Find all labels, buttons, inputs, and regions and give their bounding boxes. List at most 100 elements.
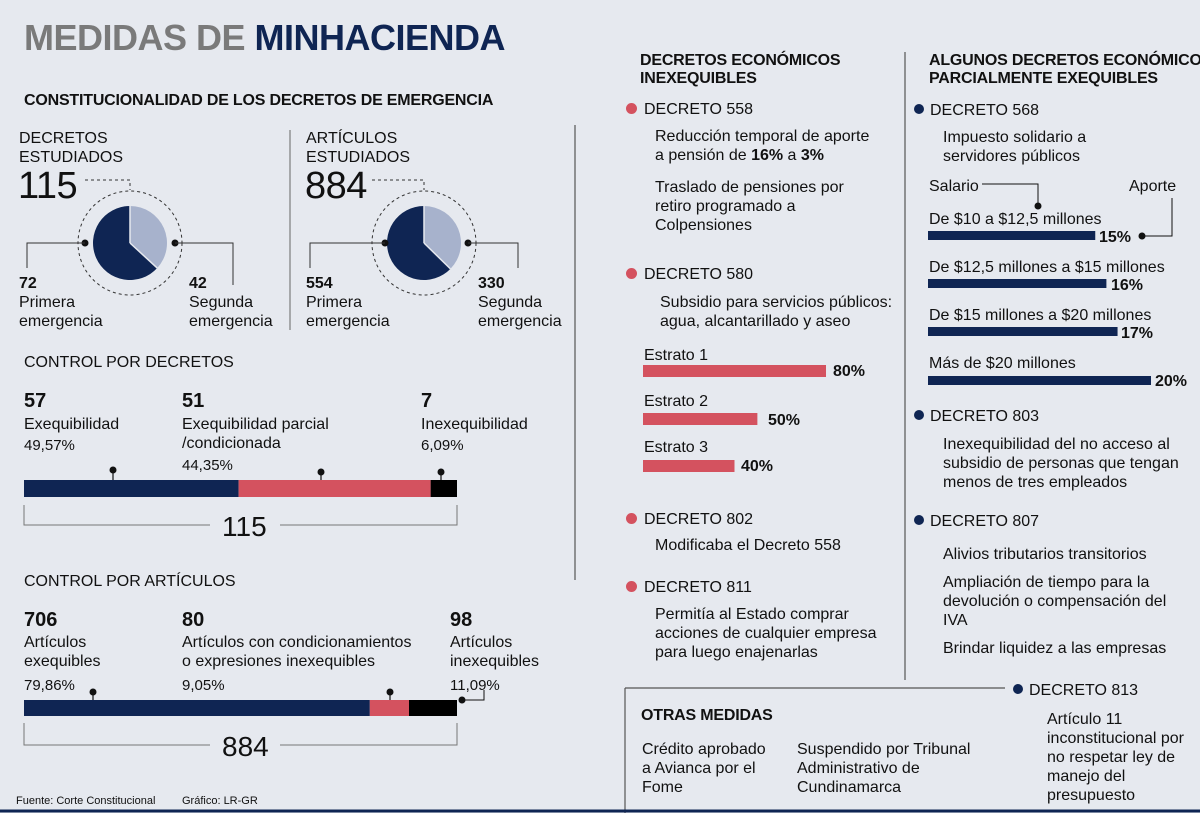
d558-t1-line2: a pensión de 16% a 3% bbox=[655, 146, 824, 165]
control-decretos-heading: CONTROL POR DECRETOS bbox=[24, 354, 234, 371]
d811-t2: acciones de cualquier empresa bbox=[655, 625, 877, 642]
control-articulos-heading: CONTROL POR ARTÍCULOS bbox=[24, 573, 236, 590]
decreto-811: DECRETO 811 bbox=[626, 578, 752, 597]
decreto-580-name: DECRETO 580 bbox=[644, 266, 754, 283]
salario-row-1-pct: 16% bbox=[1111, 277, 1144, 294]
cd-seg1-l1: Exequibilidad parcial bbox=[182, 416, 329, 433]
estrato-2-pct: 40% bbox=[741, 458, 774, 475]
d807-t3: devolución o compensación del bbox=[943, 593, 1167, 610]
d813-t5: presupuesto bbox=[1047, 787, 1136, 804]
salario-row-2-label: De $15 millones a $20 millones bbox=[929, 307, 1152, 324]
parciales-heading-1: ALGUNOS DECRETOS ECONÓMICOS bbox=[929, 52, 1200, 69]
stack-segment-exequible bbox=[24, 480, 239, 497]
ca-seg0-value: 706 bbox=[24, 609, 58, 631]
navy-dot-icon bbox=[1013, 684, 1023, 694]
d813-t2: inconstitucional por bbox=[1047, 730, 1184, 747]
stack-segment-parcial bbox=[238, 480, 431, 497]
salario-bar-1 bbox=[928, 279, 1107, 288]
d807-t1: Alivios tributarios transitorios bbox=[943, 546, 1147, 563]
pie-divider bbox=[129, 242, 158, 269]
ca-seg1-value: 80 bbox=[182, 609, 205, 631]
navy-dot-icon bbox=[914, 515, 924, 525]
pie-decretos bbox=[92, 206, 167, 280]
decreto-558: DECRETO 558 bbox=[626, 100, 753, 119]
articulos-right-value: 330 bbox=[478, 275, 505, 292]
decreto-803: DECRETO 803 bbox=[914, 407, 1039, 426]
decretos-left-l1: Primera bbox=[19, 294, 76, 311]
salario-label: Salario bbox=[929, 178, 979, 195]
salario-row-3-label: Más de $20 millones bbox=[929, 355, 1076, 372]
d813-t1: Artículo 11 bbox=[1047, 711, 1123, 728]
d568-t2: servidores públicos bbox=[943, 148, 1080, 165]
decreto-568-name: DECRETO 568 bbox=[930, 102, 1040, 119]
red-dot-icon bbox=[626, 581, 637, 592]
pie-slice-segunda bbox=[424, 205, 462, 269]
ca-seg1-l2: o expresiones inexequibles bbox=[182, 653, 376, 670]
estrato-0-pct: 80% bbox=[833, 363, 866, 380]
d807-t5: Brindar liquidez a las empresas bbox=[943, 640, 1167, 657]
title-part1: MEDIDAS DE bbox=[24, 17, 255, 58]
cd-seg0-pct: 49,57% bbox=[24, 437, 75, 454]
ca-total: 884 bbox=[222, 731, 269, 762]
ca-seg1-pct: 9,05% bbox=[182, 677, 225, 694]
d803-t2: subsidio de personas que tengan bbox=[943, 455, 1179, 472]
otras-c2c: Cundinamarca bbox=[797, 779, 902, 796]
pie-slice-primera bbox=[92, 206, 158, 280]
pie-divider bbox=[423, 242, 451, 270]
cd-seg2-l1: Inexequibilidad bbox=[421, 416, 528, 433]
decreto-807-name: DECRETO 807 bbox=[930, 513, 1040, 530]
estrato-bar-1 bbox=[643, 365, 826, 377]
salario-row-2-pct: 17% bbox=[1121, 325, 1154, 342]
footer-fuente: Fuente: Corte Constitucional bbox=[16, 795, 156, 807]
ca-seg2-pct: 11,09% bbox=[450, 677, 500, 694]
decreto-811-name: DECRETO 811 bbox=[644, 579, 752, 596]
navy-dot-icon bbox=[914, 410, 924, 420]
otras-heading: OTRAS MEDIDAS bbox=[641, 707, 773, 724]
estrato-bar-3 bbox=[643, 460, 735, 472]
red-dot-icon bbox=[626, 513, 637, 524]
d813-t4: manejo del bbox=[1047, 768, 1126, 785]
articulos-left-value: 554 bbox=[306, 275, 333, 292]
d568-t1: Impuesto solidario a bbox=[943, 129, 1087, 146]
pie-articulos bbox=[387, 205, 462, 281]
articulos-label-2: ESTUDIADOS bbox=[306, 149, 411, 166]
d811-t1: Permitía al Estado comprar bbox=[655, 606, 849, 623]
d803-t1: Inexequibilidad del no acceso al bbox=[943, 436, 1170, 453]
ca-seg1-l1: Artículos con condicionamientos bbox=[182, 634, 412, 651]
stacked-bar-decretos bbox=[24, 480, 457, 497]
pie-slice-primera bbox=[387, 206, 451, 281]
decreto-802: DECRETO 802 bbox=[626, 510, 753, 529]
otras-c1c: Fome bbox=[642, 779, 683, 796]
decreto-802-name: DECRETO 802 bbox=[644, 511, 754, 528]
decreto-558-name: DECRETO 558 bbox=[644, 101, 754, 118]
stack-segment-inexequible bbox=[408, 700, 457, 716]
d807-t2: Ampliación de tiempo para la bbox=[943, 574, 1150, 591]
decretos-right-value: 42 bbox=[189, 275, 207, 292]
d811-t3: para luego enajenarlas bbox=[655, 644, 818, 661]
ca-seg2-l2: inexequibles bbox=[450, 653, 539, 670]
d558-t1c: 16% bbox=[751, 147, 784, 164]
estrato-2-label: Estrato 3 bbox=[644, 439, 709, 456]
articulos-label-1: ARTÍCULOS bbox=[306, 130, 398, 147]
navy-dot-icon bbox=[914, 104, 924, 114]
d580-t1: Subsidio para servicios públicos: bbox=[660, 294, 893, 311]
d558-t1e: 3% bbox=[800, 147, 825, 164]
footer-grafico: Gráfico: LR-GR bbox=[182, 795, 258, 807]
ca-seg0-l2: exequibles bbox=[24, 653, 101, 670]
parciales-heading-2: PARCIALMENTE EXEQUIBLES bbox=[929, 70, 1158, 87]
salario-bar-2 bbox=[928, 327, 1118, 336]
d803-t3: menos de tres empleados bbox=[943, 474, 1128, 491]
ca-seg0-l1: Artículos bbox=[24, 634, 87, 651]
cd-seg1-value: 51 bbox=[182, 390, 205, 412]
decretos-left-l2: emergencia bbox=[19, 313, 103, 330]
d580-t2: agua, alcantarillado y aseo bbox=[660, 313, 851, 330]
inexequibles-heading-1: DECRETOS ECONÓMICOS bbox=[640, 52, 841, 69]
decretos-right-l1: Segunda bbox=[189, 294, 254, 311]
subtitle: CONSTITUCIONALIDAD DE LOS DECRETOS DE EM… bbox=[24, 92, 494, 109]
decretos-right-l2: emergencia bbox=[189, 313, 273, 330]
d558-t1b: a pensión de bbox=[655, 147, 752, 164]
salario-row-1-label: De $12,5 millones a $15 millones bbox=[929, 259, 1165, 276]
cd-seg1-l2: /condicionada bbox=[182, 435, 281, 452]
articulos-right-l1: Segunda bbox=[478, 294, 543, 311]
d558-t2b: retiro programado a bbox=[655, 198, 796, 215]
